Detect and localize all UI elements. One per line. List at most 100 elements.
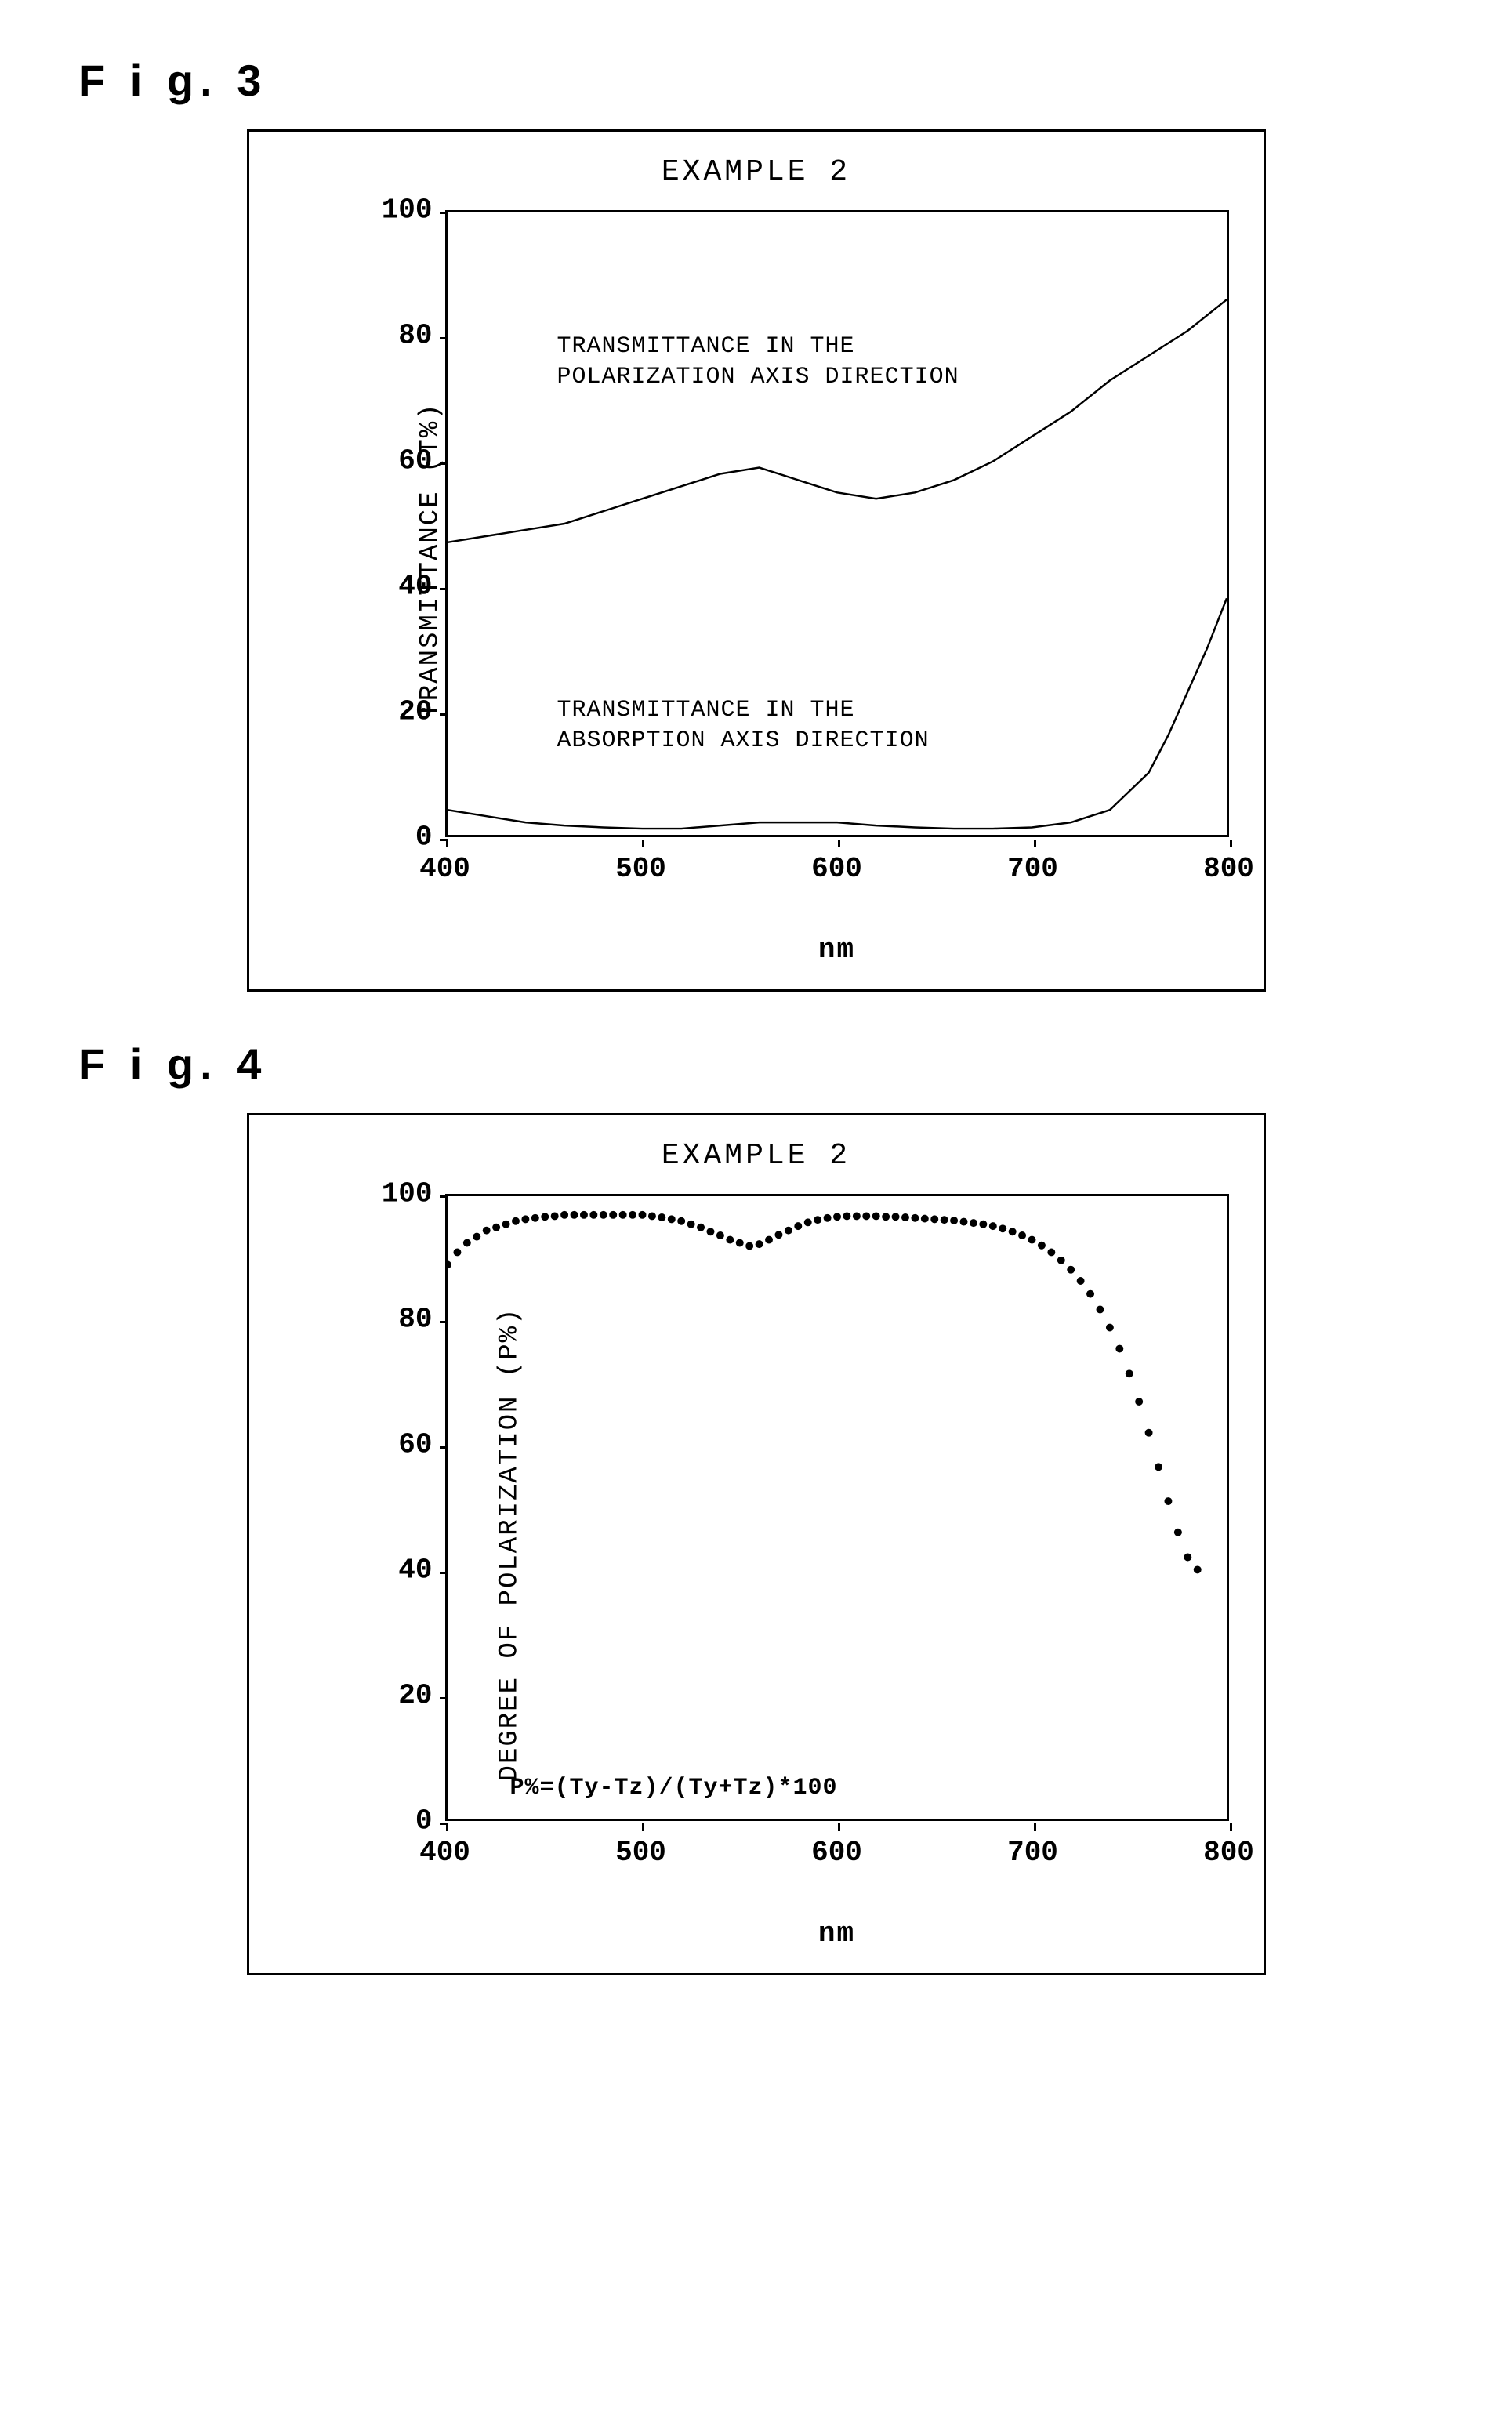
scatter-point <box>599 1211 607 1219</box>
scatter-point <box>891 1213 899 1221</box>
y-tick-label: 40 <box>398 571 432 603</box>
scatter-point <box>833 1213 841 1221</box>
scatter-point <box>570 1211 578 1219</box>
scatter-point <box>667 1215 675 1223</box>
y-tick-mark <box>440 1572 448 1574</box>
scatter-point <box>1144 1429 1152 1437</box>
x-tick-mark <box>838 840 840 847</box>
y-tick-mark <box>440 713 448 716</box>
y-tick-mark <box>440 1321 448 1323</box>
y-tick-label: 60 <box>398 445 432 477</box>
y-tick-mark <box>440 1697 448 1699</box>
x-tick-mark <box>1034 1823 1036 1831</box>
scatter-point <box>999 1224 1006 1232</box>
scatter-point <box>1105 1324 1113 1332</box>
scatter-point <box>745 1242 753 1250</box>
scatter-point <box>638 1211 646 1219</box>
x-tick-mark <box>1034 840 1036 847</box>
scatter-point <box>618 1211 626 1219</box>
scatter-point <box>473 1233 480 1241</box>
scatter-point <box>1047 1248 1055 1256</box>
scatter-point <box>706 1228 714 1235</box>
x-tick-label: 600 <box>811 1837 862 1869</box>
y-tick-label: 40 <box>398 1554 432 1587</box>
scatter-point <box>1096 1306 1104 1314</box>
y-tick-mark <box>440 462 448 465</box>
y-tick-mark <box>440 212 448 214</box>
scatter-point <box>716 1231 723 1239</box>
scatter-point <box>1164 1497 1172 1505</box>
x-tick-mark <box>642 840 644 847</box>
scatter-point <box>1193 1565 1201 1573</box>
scatter-point <box>950 1217 958 1224</box>
x-tick-mark <box>642 1823 644 1831</box>
x-tick-mark <box>446 840 448 847</box>
y-tick-label: 80 <box>398 1304 432 1336</box>
scatter-point <box>521 1215 529 1223</box>
x-tick-mark <box>1230 1823 1232 1831</box>
y-tick-label: 100 <box>382 1178 433 1210</box>
scatter-point <box>1125 1369 1133 1377</box>
scatter-point <box>541 1213 549 1221</box>
scatter-point <box>1057 1257 1064 1264</box>
x-tick-label: 600 <box>811 853 862 885</box>
scatter-point <box>677 1217 685 1225</box>
scatter-point <box>531 1214 538 1222</box>
scatter-point <box>930 1215 938 1223</box>
y-tick-mark <box>440 1446 448 1449</box>
scatter-point <box>1135 1398 1143 1406</box>
scatter-point <box>823 1214 831 1222</box>
scatter-point <box>1008 1228 1016 1235</box>
scatter-point <box>794 1222 802 1230</box>
scatter-point <box>697 1224 705 1231</box>
x-tick-label: 700 <box>1007 1837 1058 1869</box>
scatter-point <box>969 1219 977 1227</box>
fig4-title: EXAMPLE 2 <box>249 1139 1264 1173</box>
scatter-point <box>774 1231 782 1239</box>
scatter-point <box>1076 1277 1084 1285</box>
scatter-point <box>1173 1529 1181 1536</box>
scatter-point <box>482 1227 490 1235</box>
scatter-point <box>988 1222 996 1230</box>
scatter-point <box>453 1248 461 1256</box>
scatter-point <box>920 1215 928 1223</box>
scatter-point <box>502 1221 509 1228</box>
scatter-point <box>1086 1290 1094 1298</box>
scatter-point <box>726 1236 734 1244</box>
scatter-point <box>1067 1266 1075 1274</box>
y-tick-label: 20 <box>398 1680 432 1712</box>
chart-annotation: TRANSMITTANCE IN THEPOLARIZATION AXIS DI… <box>557 332 959 393</box>
scatter-point <box>589 1211 597 1219</box>
y-tick-mark <box>440 588 448 590</box>
x-tick-mark <box>446 1823 448 1831</box>
fig4-chart: EXAMPLE 2 DEGREE OF POLARIZATION (P%) nm… <box>247 1113 1266 1975</box>
scatter-point <box>1184 1554 1191 1562</box>
scatter-point <box>1018 1231 1026 1239</box>
scatter-point <box>784 1227 792 1235</box>
x-tick-label: 800 <box>1203 853 1254 885</box>
x-tick-mark <box>1230 840 1232 847</box>
x-tick-label: 400 <box>419 853 470 885</box>
y-tick-label: 100 <box>382 194 433 227</box>
scatter-point <box>492 1224 500 1231</box>
scatter-point <box>979 1221 987 1228</box>
scatter-point <box>647 1212 655 1220</box>
x-tick-label: 500 <box>615 1837 666 1869</box>
x-tick-label: 500 <box>615 853 666 885</box>
scatter-point <box>629 1211 636 1219</box>
scatter-point <box>814 1216 821 1224</box>
scatter-point <box>550 1212 558 1220</box>
scatter-point <box>755 1240 763 1248</box>
scatter-point <box>911 1214 919 1222</box>
fig4-label: F i g. 4 <box>78 1039 1481 1090</box>
scatter-point <box>959 1218 967 1226</box>
fig3-title: EXAMPLE 2 <box>249 155 1264 189</box>
scatter-point <box>735 1239 743 1247</box>
scatter-point <box>687 1221 694 1228</box>
y-tick-label: 80 <box>398 320 432 352</box>
scatter-point <box>1028 1236 1035 1244</box>
x-tick-label: 800 <box>1203 1837 1254 1869</box>
scatter-point <box>1037 1242 1045 1250</box>
fig4-x-label: nm <box>445 1917 1229 1950</box>
y-tick-label: 20 <box>398 696 432 728</box>
